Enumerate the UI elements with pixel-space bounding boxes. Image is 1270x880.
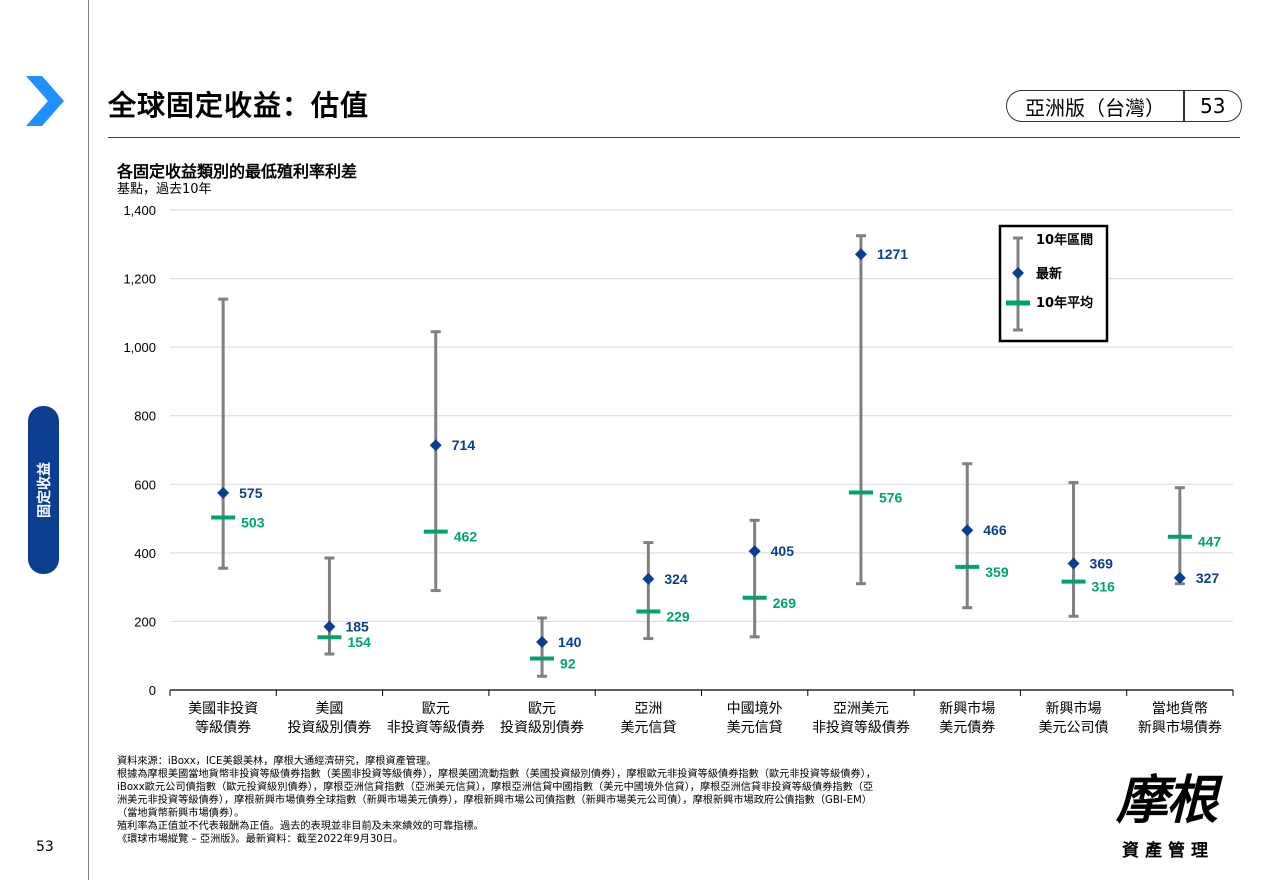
latest-data-label: 575 <box>239 485 263 501</box>
latest-marker <box>217 486 230 499</box>
chart-title: 各固定收益類別的最低殖利率利差 <box>117 162 358 181</box>
latest-data-label: 327 <box>1196 570 1220 586</box>
section-tab-label: 固定收益 <box>36 462 53 518</box>
chevron-right-icon <box>26 76 64 126</box>
x-tick-label: 亞洲美元 <box>833 701 889 717</box>
y-tick-label: 600 <box>134 477 156 492</box>
latest-marker <box>961 524 974 537</box>
footnote-line: 《環球市場縱覽 – 亞洲版》。最新資料：截至2022年9月30日。 <box>117 834 404 845</box>
x-tick-label: 歐元 <box>528 701 556 717</box>
latest-data-label: 369 <box>1090 555 1114 571</box>
average-data-label: 576 <box>879 490 903 506</box>
y-tick-label: 800 <box>134 409 156 424</box>
footnotes: 資料來源：iBoxx，ICE美銀美林，摩根大通經濟研究，摩根資產管理。 根據為摩… <box>117 755 1047 846</box>
average-data-label: 359 <box>985 564 1009 580</box>
y-tick-label: 1,400 <box>123 203 156 218</box>
latest-data-label: 185 <box>345 619 369 635</box>
x-tick-label: 美元公司債 <box>1039 720 1109 736</box>
x-tick-label: 亞洲 <box>634 701 662 717</box>
x-tick-label: 美元債券 <box>939 720 995 736</box>
x-tick-label: 投資級別債券 <box>287 720 371 736</box>
average-data-label: 503 <box>241 515 265 531</box>
average-data-label: 269 <box>773 595 797 611</box>
y-tick-label: 400 <box>134 546 156 561</box>
header-rule <box>108 137 1240 138</box>
legend-label: 10年平均 <box>1036 295 1093 311</box>
x-tick-label: 非投資等級債券 <box>812 719 910 736</box>
legend-label: 10年區間 <box>1036 232 1093 248</box>
left-rail-divider <box>88 0 89 880</box>
latest-marker <box>536 636 549 648</box>
latest-data-label: 324 <box>664 571 688 587</box>
x-tick-label: 當地貨幣 <box>1152 700 1208 717</box>
edition-label: 亞洲版（台灣） <box>1025 95 1165 120</box>
brand-logo: 摩根 資產管理 <box>1110 758 1240 861</box>
y-tick-label: 200 <box>134 614 156 629</box>
latest-marker <box>854 248 867 261</box>
average-data-label: 92 <box>560 655 576 671</box>
x-tick-label: 美元信貸 <box>727 720 783 736</box>
latest-marker <box>429 439 442 452</box>
average-data-label: 462 <box>454 529 478 545</box>
footnote-line: （當地貨幣新興市場債券）。 <box>117 808 245 819</box>
latest-data-label: 140 <box>558 634 582 650</box>
latest-marker <box>323 620 336 633</box>
average-data-label: 316 <box>1092 579 1116 595</box>
logo-mark: 摩根 <box>1116 770 1218 831</box>
x-tick-label: 中國境外 <box>727 701 783 717</box>
edition-badge: 亞洲版（台灣） 53 <box>1006 90 1242 122</box>
x-tick-label: 美國非投資 <box>188 701 258 717</box>
y-tick-label: 1,000 <box>123 340 156 355</box>
latest-marker <box>748 545 761 558</box>
y-tick-label: 1,200 <box>123 272 156 287</box>
x-tick-label: 非投資等級債券 <box>387 719 485 736</box>
average-data-label: 154 <box>347 634 371 650</box>
latest-data-label: 1271 <box>877 246 908 262</box>
x-tick-label: 等級債券 <box>195 719 251 736</box>
spread-range-chart: 0 200 400 600 800 1,000 1,200 1,400 美國非投資等級債券 美國投… <box>123 203 1234 736</box>
average-data-label: 447 <box>1198 534 1222 550</box>
footnote-line: iBoxx歐元公司債指數（歐元投資級別債券），摩根亞洲信貸指數（亞洲美元信貸），… <box>117 782 874 793</box>
x-tick-label: 新興市場 <box>939 700 995 717</box>
x-tick-label: 美國 <box>315 701 343 717</box>
latest-marker <box>1173 571 1186 584</box>
latest-data-label: 714 <box>452 437 476 453</box>
latest-data-label: 405 <box>771 543 795 559</box>
x-tick-label: 歐元 <box>422 701 450 717</box>
legend-label: 最新 <box>1036 266 1062 282</box>
latest-marker <box>1067 557 1080 570</box>
footnote-line: 殖利率為正值並不代表報酬為正值。過去的表現並非目前及未來績效的可靠指標。 <box>117 821 484 832</box>
page-title: 全球固定收益：估值 <box>108 89 370 122</box>
latest-data-label: 466 <box>983 522 1007 538</box>
x-tick-label: 新興市場 <box>1046 700 1102 717</box>
logo-subtitle: 資產管理 <box>1122 841 1214 861</box>
edition-divider <box>1183 91 1185 121</box>
latest-marker <box>642 572 655 585</box>
footnote-line: 洲美元非投資等級債券），摩根新興市場債券全球指數（新興市場美元債券），摩根新興市… <box>117 795 872 806</box>
footer-page-number: 53 <box>36 839 54 855</box>
chart-subtitle: 基點，過去10年 <box>117 182 212 197</box>
average-data-label: 229 <box>666 608 690 624</box>
x-tick-label: 投資級別債券 <box>500 720 584 736</box>
y-tick-label: 0 <box>149 683 156 698</box>
footnote-line: 資料來源：iBoxx，ICE美銀美林，摩根大通經濟研究，摩根資產管理。 <box>117 756 437 767</box>
x-tick-label: 新興市場債券 <box>1138 719 1222 736</box>
footnote-line: 根據為摩根美國當地貨幣非投資等級債券指數（美國非投資等級債券），摩根美國流動指數… <box>117 769 876 780</box>
header-page-number: 53 <box>1200 94 1226 118</box>
x-tick-label: 美元信貸 <box>620 720 676 736</box>
section-tab[interactable]: 固定收益 <box>28 406 59 574</box>
legend-latest-swatch <box>1012 267 1024 279</box>
